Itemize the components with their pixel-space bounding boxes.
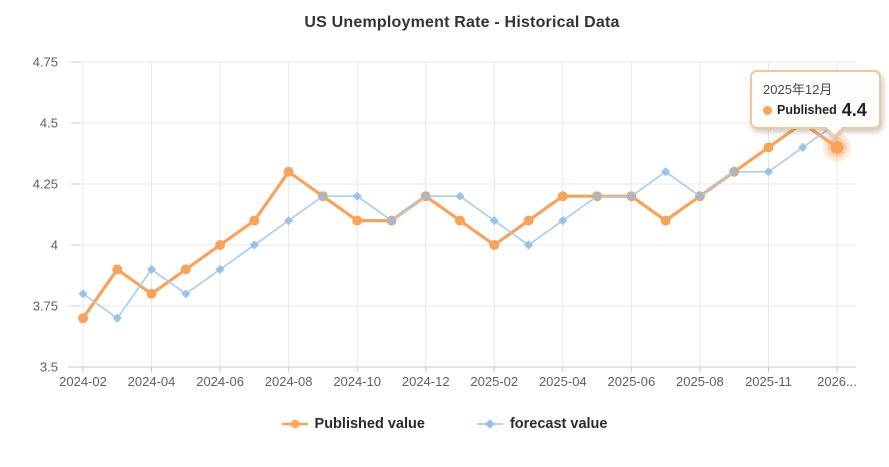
- y-axis-tick-label: 4.75: [33, 55, 58, 70]
- x-axis-tick-label: 2024-06: [196, 374, 244, 389]
- x-axis-tick-label: 2025-04: [539, 374, 587, 389]
- forecast-data-point[interactable]: [112, 313, 122, 323]
- published-line-circle-marker-icon: [281, 419, 308, 429]
- forecast-data-point[interactable]: [318, 191, 328, 201]
- forecast-data-point[interactable]: [695, 191, 705, 201]
- published-data-point[interactable]: [523, 215, 534, 226]
- published-data-point[interactable]: [660, 215, 671, 226]
- x-axis-tick-label: 2024-04: [128, 374, 176, 389]
- x-axis-tick-label: 2025-02: [470, 374, 518, 389]
- published-data-point[interactable]: [763, 142, 774, 153]
- y-axis-tick-label: 4.25: [33, 177, 58, 192]
- forecast-data-point[interactable]: [455, 191, 465, 201]
- x-axis-tick-label: 2024-10: [333, 374, 381, 389]
- forecast-line-diamond-marker-icon: [476, 418, 503, 430]
- line-chart-plot-area[interactable]: 2024-02 2024-04 2024-06 2024-08 2024-10 2024-…: [0, 0, 889, 410]
- forecast-data-point[interactable]: [146, 264, 157, 274]
- forecast-data-point[interactable]: [78, 289, 88, 299]
- forecast-data-point[interactable]: [181, 289, 191, 299]
- forecast-data-point[interactable]: [661, 167, 671, 177]
- forecast-data-point[interactable]: [215, 264, 225, 274]
- published-data-point[interactable]: [249, 215, 260, 226]
- forecast-data-point[interactable]: [763, 167, 774, 177]
- published-series-dot-icon: [763, 105, 772, 115]
- forecast-data-point[interactable]: [386, 216, 397, 226]
- y-axis-tick-label: 4: [51, 238, 58, 253]
- published-data-point[interactable]: [112, 264, 123, 275]
- legend: Published value forecast value: [0, 416, 889, 432]
- published-data-point[interactable]: [78, 313, 88, 324]
- forecast-data-point[interactable]: [489, 216, 499, 226]
- forecast-data-point[interactable]: [352, 191, 362, 201]
- legend-label-forecast: forecast value: [509, 416, 608, 432]
- x-axis-tick-label: 2025-11: [745, 374, 792, 389]
- published-data-point[interactable]: [283, 166, 294, 177]
- forecast-data-point[interactable]: [249, 240, 259, 250]
- chart-title: US Unemployment Rate - Historical Data: [304, 14, 620, 31]
- x-axis-tick-label: 2024-08: [265, 374, 313, 389]
- tooltip-value: 4.4: [841, 100, 867, 120]
- x-axis-tick-label: 2024-02: [59, 374, 107, 389]
- legend-label-published: Published value: [314, 416, 425, 432]
- x-axis-tick-label: 2024-12: [402, 374, 450, 389]
- published-data-point[interactable]: [489, 240, 500, 250]
- forecast-data-point[interactable]: [592, 191, 602, 201]
- x-axis-tick-label: 2026...: [817, 374, 857, 389]
- tooltip: 2025年12月 Published 4.4: [750, 70, 881, 138]
- forecast-data-point[interactable]: [284, 216, 294, 226]
- published-data-point[interactable]: [146, 288, 157, 299]
- forecast-data-point[interactable]: [729, 167, 739, 177]
- published-data-point[interactable]: [455, 215, 465, 226]
- forecast-data-point[interactable]: [626, 191, 636, 201]
- legend-item-forecast[interactable]: forecast value: [476, 416, 608, 432]
- tooltip-series-label: Published: [777, 103, 837, 117]
- x-axis-tick-label: 2025-08: [676, 374, 724, 389]
- y-axis-tick-label: 3.5: [40, 360, 58, 375]
- legend-item-published[interactable]: Published value: [281, 416, 425, 432]
- published-data-point[interactable]: [215, 240, 226, 250]
- x-axis-tick-label: 2025-06: [608, 374, 656, 389]
- forecast-data-point[interactable]: [421, 191, 431, 201]
- hovered-published-data-point[interactable]: [830, 140, 844, 154]
- forecast-data-point[interactable]: [798, 142, 808, 152]
- tooltip-date: 2025年12月: [763, 82, 833, 97]
- forecast-data-point[interactable]: [523, 240, 534, 250]
- published-data-point[interactable]: [557, 191, 568, 202]
- published-data-point[interactable]: [352, 215, 363, 226]
- y-axis-tick-label: 3.75: [33, 299, 58, 314]
- y-axis-tick-label: 4.5: [40, 116, 58, 131]
- published-data-point[interactable]: [180, 264, 191, 275]
- forecast-data-point[interactable]: [558, 216, 568, 226]
